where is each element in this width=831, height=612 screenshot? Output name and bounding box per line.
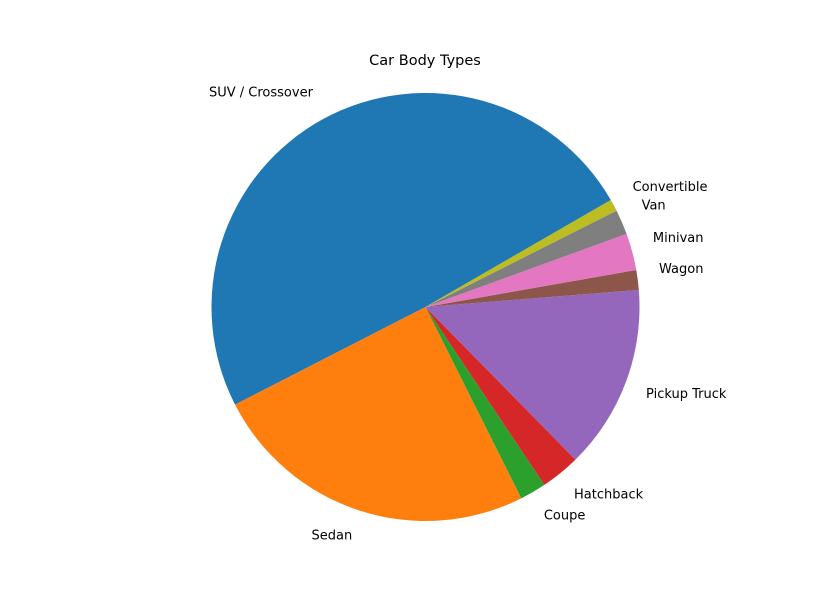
pie-slice-hatchback	[425, 307, 576, 485]
pie-slice-minivan	[425, 233, 637, 307]
pie-label-pickup-truck: Pickup Truck	[646, 387, 727, 402]
pie-slice-convertible	[425, 200, 617, 307]
pie-label-suv-crossover: SUV / Crossover	[209, 85, 314, 100]
pie-slices	[211, 93, 640, 521]
pie-slice-van	[425, 210, 627, 307]
pie-label-coupe: Coupe	[544, 508, 586, 523]
pie-label-wagon: Wagon	[659, 262, 703, 277]
pie-labels: SUV / Crossover Sedan Coupe Hatchback Pickup…	[209, 85, 727, 543]
pie-label-van: Van	[642, 199, 666, 214]
pie-slice-suv-crossover	[211, 93, 611, 405]
pie-label-hatchback: Hatchback	[574, 487, 644, 502]
pie-label-convertible: Convertible	[633, 180, 708, 195]
pie-label-sedan: Sedan	[312, 529, 353, 544]
pie-slice-sedan	[235, 307, 522, 521]
pie-label-minivan: Minivan	[653, 231, 704, 246]
pie-slice-pickup-truck	[425, 289, 640, 460]
pie-slice-coupe	[425, 307, 545, 499]
pie-slice-wagon	[425, 269, 639, 307]
chart-title: Car Body Types	[369, 53, 481, 69]
